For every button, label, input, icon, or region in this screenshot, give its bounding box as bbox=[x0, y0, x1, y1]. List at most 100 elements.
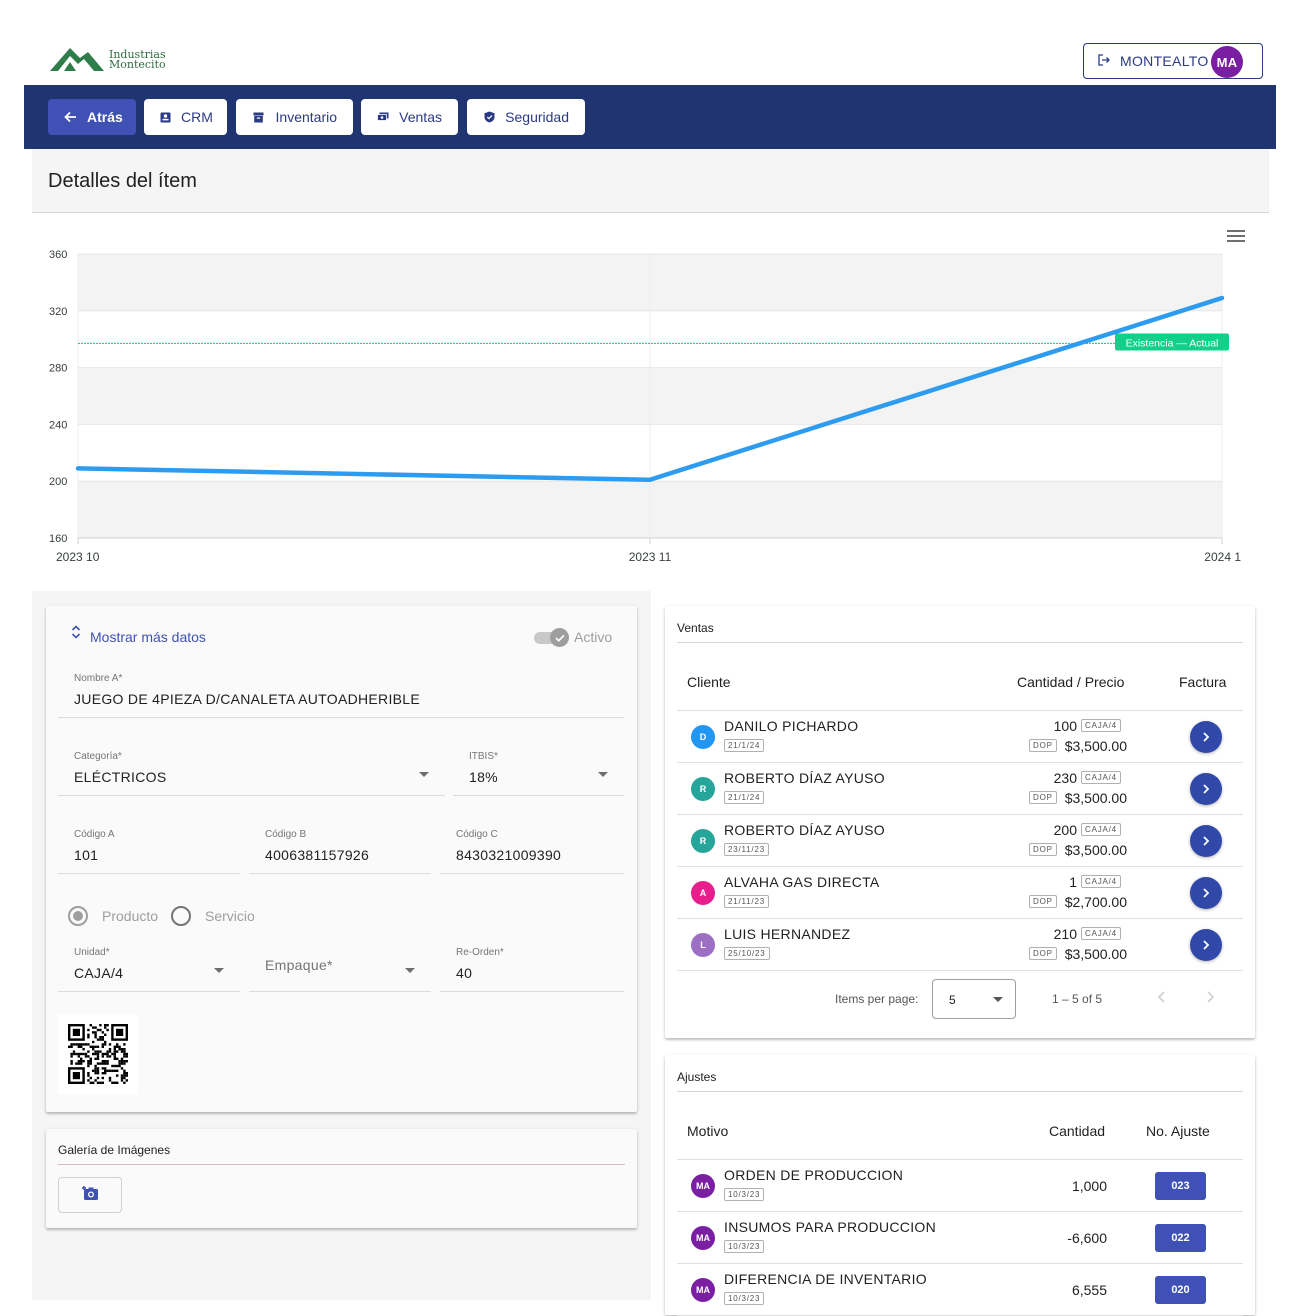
empaque-placeholder: Empaque* bbox=[265, 957, 333, 973]
nav-seguridad-button[interactable]: Seguridad bbox=[467, 99, 585, 135]
codigo-a-field[interactable]: Código A 101 bbox=[58, 829, 240, 874]
y-tick-label: 160 bbox=[49, 533, 67, 545]
page-title-bar: Detalles del ítem bbox=[32, 149, 1269, 213]
codigo-c-field[interactable]: Código C 8430321009390 bbox=[440, 829, 624, 874]
prev-page-icon[interactable] bbox=[1155, 988, 1169, 1006]
unidad-label: Unidad* bbox=[74, 947, 110, 958]
nav-inventario-label: Inventario bbox=[275, 109, 337, 125]
sale-quantity: 1 bbox=[1069, 874, 1077, 890]
client-avatar: R bbox=[691, 829, 715, 853]
client-avatar: L bbox=[691, 933, 715, 957]
adjustment-quantity: 6,555 bbox=[1071, 1282, 1107, 1298]
items-per-page-select[interactable]: 5 bbox=[932, 979, 1016, 1019]
adjustment-date-chip: 10/3/23 bbox=[724, 1292, 765, 1305]
ajustes-divider bbox=[677, 1091, 1243, 1092]
client-name: ALVAHA GAS DIRECTA bbox=[724, 874, 880, 890]
radio-servicio-label: Servicio bbox=[205, 908, 255, 924]
codigo-c-label: Código C bbox=[456, 829, 498, 840]
gallery-card: Galería de Imágenes bbox=[46, 1129, 637, 1228]
client-avatar: R bbox=[691, 777, 715, 801]
unit-chip: CAJA/4 bbox=[1081, 771, 1121, 784]
reorden-field[interactable]: Re-Orden* 40 bbox=[440, 947, 624, 992]
open-invoice-button[interactable] bbox=[1190, 773, 1222, 805]
next-page-icon[interactable] bbox=[1203, 988, 1217, 1006]
table-row: R ROBERTO DÍAZ AYUSO 23/11/23 200 CAJA/4 DOP $… bbox=[677, 815, 1243, 867]
adjustment-reason: DIFERENCIA DE INVENTARIO bbox=[724, 1271, 927, 1287]
sale-quantity: 200 bbox=[1053, 822, 1077, 838]
gallery-title: Galería de Imágenes bbox=[58, 1143, 171, 1157]
nav-ventas-label: Ventas bbox=[399, 109, 442, 125]
ventas-header-divider bbox=[677, 710, 1243, 711]
unidad-select[interactable]: Unidad* CAJA/4 bbox=[58, 947, 240, 992]
sale-quantity: 230 bbox=[1053, 770, 1077, 786]
codigo-b-field[interactable]: Código B 4006381157926 bbox=[249, 829, 431, 874]
nav-ventas-button[interactable]: Ventas bbox=[361, 99, 458, 135]
sale-quantity: 210 bbox=[1053, 926, 1077, 942]
chevron-right-icon bbox=[1203, 784, 1210, 794]
codigo-b-value: 4006381157926 bbox=[265, 847, 370, 863]
categoria-select[interactable]: Categoría* ELÉCTRICOS bbox=[58, 751, 445, 796]
itbis-label: ITBIS* bbox=[469, 751, 498, 762]
active-toggle[interactable] bbox=[534, 628, 570, 647]
radio-producto-label: Producto bbox=[102, 908, 159, 924]
back-button[interactable]: Atrás bbox=[48, 99, 136, 135]
client-name: ROBERTO DÍAZ AYUSO bbox=[724, 822, 885, 838]
radio-servicio[interactable]: Servicio bbox=[171, 906, 255, 926]
x-tick-label: 2023 10 bbox=[56, 550, 100, 564]
ajustes-title: Ajustes bbox=[677, 1070, 717, 1084]
radio-producto[interactable]: Producto bbox=[68, 906, 158, 926]
itbis-select[interactable]: ITBIS* 18% bbox=[453, 751, 624, 796]
user-avatar: MA bbox=[691, 1174, 715, 1198]
col-factura: Factura bbox=[1179, 674, 1227, 690]
chart-menu-icon[interactable] bbox=[1227, 230, 1245, 244]
client-name: LUIS HERNANDEZ bbox=[724, 926, 851, 942]
dropdown-arrow-icon bbox=[598, 772, 608, 777]
nombre-field[interactable]: Nombre A* JUEGO DE 4PIEZA D/CANALETA AUT… bbox=[58, 673, 624, 718]
y-tick-label: 240 bbox=[49, 419, 67, 431]
codigo-a-label: Código A bbox=[74, 829, 115, 840]
adjustment-number-button[interactable]: 023 bbox=[1155, 1172, 1206, 1200]
empaque-select[interactable]: Empaque* bbox=[249, 947, 431, 992]
add-photo-icon bbox=[81, 1185, 99, 1206]
reference-label-box bbox=[1115, 333, 1229, 351]
table-row: MA INSUMOS PARA PRODUCCION 10/3/23 -6,600 02… bbox=[677, 1212, 1243, 1264]
categoria-value: ELÉCTRICOS bbox=[74, 769, 167, 785]
open-invoice-button[interactable] bbox=[1190, 721, 1222, 753]
unidad-value: CAJA/4 bbox=[74, 965, 124, 981]
sale-date-chip: 21/11/23 bbox=[724, 895, 769, 908]
radio-checked-icon bbox=[68, 906, 88, 926]
stock-line-chart: 160 200 240 280 320 360 2023 10 2023 11 2024 1 Ex… bbox=[32, 220, 1269, 580]
sale-date-chip: 23/11/23 bbox=[724, 843, 769, 856]
adjustment-number-button[interactable]: 020 bbox=[1155, 1276, 1206, 1304]
ajustes-card: Ajustes Motivo Cantidad No. Ajuste MA ORD… bbox=[665, 1055, 1255, 1316]
show-more-label: Mostrar más datos bbox=[90, 628, 206, 645]
open-invoice-button[interactable] bbox=[1190, 929, 1222, 961]
categoria-label: Categoría* bbox=[74, 751, 122, 762]
adjustment-number-button[interactable]: 022 bbox=[1155, 1224, 1206, 1252]
adjustment-quantity: 1,000 bbox=[1071, 1178, 1107, 1194]
open-invoice-button[interactable] bbox=[1190, 825, 1222, 857]
col-cliente: Cliente bbox=[687, 674, 731, 690]
check-icon bbox=[550, 628, 569, 647]
show-more-toggle[interactable]: Mostrar más datos bbox=[70, 624, 206, 645]
user-name: MONTEALTO bbox=[1120, 53, 1209, 69]
user-avatar: MA bbox=[1211, 46, 1243, 78]
qr-code-icon bbox=[68, 1024, 128, 1084]
reorden-label: Re-Orden* bbox=[456, 947, 504, 958]
codigo-c-value: 8430321009390 bbox=[456, 847, 562, 863]
ventas-divider bbox=[677, 642, 1243, 643]
user-menu-button[interactable]: MONTEALTO MA bbox=[1083, 43, 1263, 79]
open-invoice-button[interactable] bbox=[1190, 877, 1222, 909]
page-title: Detalles del ítem bbox=[48, 170, 197, 192]
nav-inventario-button[interactable]: Inventario bbox=[236, 99, 353, 135]
table-row: MA DIFERENCIA DE INVENTARIO 10/3/23 6,555 02… bbox=[677, 1264, 1243, 1316]
nav-crm-button[interactable]: CRM bbox=[144, 99, 227, 135]
adjustment-quantity: -6,600 bbox=[1067, 1230, 1107, 1246]
reference-label: Existencia — Actual bbox=[1126, 337, 1219, 349]
ajustes-header-divider bbox=[677, 1159, 1243, 1160]
add-photo-button[interactable] bbox=[58, 1177, 122, 1213]
sale-price: $3,500.00 bbox=[1064, 842, 1127, 858]
x-tick-label: 2023 11 bbox=[629, 550, 672, 564]
contact-card-icon bbox=[160, 112, 171, 123]
unit-chip: CAJA/4 bbox=[1081, 823, 1121, 836]
